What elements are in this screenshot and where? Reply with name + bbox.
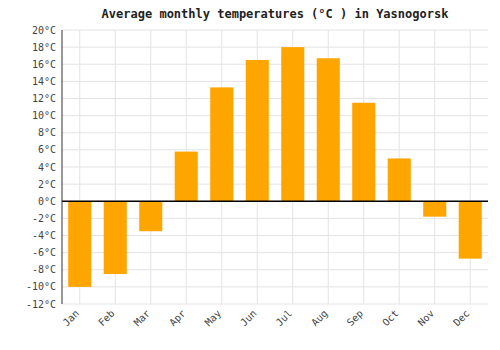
bar (175, 152, 198, 202)
chart-container: Average monthly temperatures (°C ) in Ya… (0, 0, 500, 350)
y-tick-label: 0°C (38, 196, 56, 207)
x-tick-label: May (203, 308, 224, 329)
bar (68, 201, 91, 287)
y-grid-line (62, 149, 488, 150)
x-grid-line (434, 30, 435, 304)
bar (139, 201, 162, 231)
y-grid-line (62, 132, 488, 133)
x-tick-label: Jan (61, 308, 82, 329)
y-tick-label: 4°C (38, 162, 56, 173)
bar (459, 201, 482, 258)
zero-line (62, 201, 488, 203)
y-tick-label: 20°C (32, 25, 56, 36)
bars (68, 47, 482, 287)
bar (104, 201, 127, 274)
y-tick-label: 18°C (32, 42, 56, 53)
title: Average monthly temperatures (°C ) in Ya… (102, 7, 450, 21)
x-tick-label: Oct (380, 308, 401, 329)
grid (62, 30, 488, 304)
x-tick-label: Jul (274, 308, 295, 329)
bar (388, 158, 411, 201)
y-tick-label: 12°C (32, 93, 56, 104)
bar (281, 47, 304, 201)
y-tick-label: 6°C (38, 144, 56, 155)
y-grid-line (62, 304, 488, 305)
y-grid-line (62, 64, 488, 65)
y-tick-label: 8°C (38, 127, 56, 138)
y-axis-line (62, 30, 63, 304)
y-tick-label: -2°C (32, 213, 56, 224)
y-grid-line (62, 286, 488, 287)
x-grid-line (150, 30, 151, 304)
y-tick-label: 2°C (38, 179, 56, 190)
y-tick-label: -10°C (26, 281, 56, 292)
y-grid-line (62, 47, 488, 48)
bar (423, 201, 446, 216)
x-grid-line (470, 30, 471, 304)
bar (352, 103, 375, 201)
y-tick-label: -6°C (32, 247, 56, 258)
x-tick-label: Sep (345, 308, 366, 329)
x-tick-label: Dec (451, 308, 472, 329)
y-grid-line (62, 30, 488, 31)
y-tick-label: 16°C (32, 59, 56, 70)
y-grid-line (62, 98, 488, 99)
y-grid-line (62, 201, 488, 202)
x-tick-label: Apr (167, 308, 188, 329)
y-grid-line (62, 81, 488, 82)
y-tick-label: -12°C (26, 299, 56, 310)
x-tick-label: Mar (132, 308, 153, 329)
y-grid-line (62, 167, 488, 168)
x-tick-label: Nov (416, 308, 437, 329)
bar (317, 58, 340, 201)
bar (246, 60, 269, 201)
x-tick-label: Feb (96, 308, 117, 329)
y-tick-label: -8°C (32, 264, 56, 275)
bar (210, 87, 233, 201)
y-grid-line (62, 184, 488, 185)
y-grid-line (62, 115, 488, 116)
y-tick-label: 14°C (32, 76, 56, 87)
x-tick-label: Jun (238, 308, 259, 329)
chart-svg: Average monthly temperatures (°C ) in Ya… (0, 0, 500, 350)
y-tick-label: -4°C (32, 230, 56, 241)
x-tick-label: Aug (309, 308, 330, 329)
y-tick-label: 10°C (32, 110, 56, 121)
